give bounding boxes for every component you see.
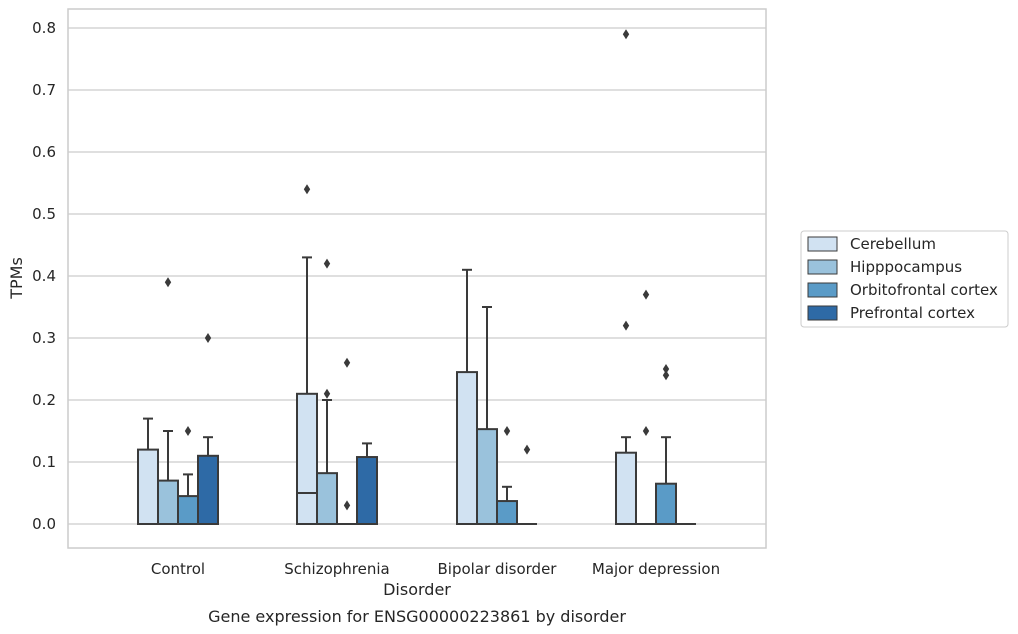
y-tick-label: 0.0 (32, 515, 56, 533)
box (197, 454, 219, 525)
box-prefrontal-cortex (197, 333, 219, 525)
x-axis-label: Disorder (383, 580, 451, 599)
y-tick-label: 0.7 (32, 81, 56, 99)
box (137, 448, 159, 526)
box-hipppocampus (316, 258, 338, 526)
plot-frame (67, 8, 767, 549)
box-hipppocampus (476, 306, 498, 526)
box (456, 371, 478, 525)
legend-label: Prefrontal cortex (850, 304, 975, 322)
box-cerebellum (456, 268, 478, 525)
x-tick-label: Major depression (592, 560, 720, 578)
legend-label: Orbitofrontal cortex (850, 281, 998, 299)
x-tick-labels: Control Schizophrenia Bipolar disorder Majo… (151, 560, 720, 578)
box-orbitofrontal-cortex (655, 364, 677, 526)
box (296, 392, 318, 525)
legend-label: Cerebellum (850, 235, 936, 253)
box (316, 472, 338, 526)
box-orbitofrontal-cortex (496, 426, 518, 525)
y-tick-label: 0.4 (32, 267, 56, 285)
legend-swatch (807, 305, 838, 321)
outlier-point (622, 29, 630, 40)
outlier-point (323, 258, 331, 269)
box-orbitofrontal-cortex (177, 426, 199, 526)
grid-lines (68, 27, 766, 525)
outlier-point (184, 426, 192, 436)
outlier-point (343, 357, 351, 368)
x-tick-label: Bipolar disorder (438, 560, 558, 578)
x-tick-label: Schizophrenia (284, 560, 389, 578)
box-cerebellum (296, 184, 318, 525)
legend-label: Hipppocampus (850, 258, 962, 276)
box (157, 479, 179, 526)
y-tick-label: 0.3 (32, 329, 56, 347)
outlier-point (503, 426, 511, 436)
outlier-point (642, 426, 650, 436)
legend: Cerebellum Hipppocampus Orbitofrontal cort… (800, 230, 1009, 328)
y-tick-labels: 0.0 0.1 0.2 0.3 0.4 0.5 0.6 0.7 0.8 (32, 19, 56, 533)
legend-swatch (807, 236, 838, 252)
box-plots (137, 29, 696, 526)
box-cerebellum (137, 417, 159, 526)
box (496, 500, 518, 525)
outlier-point (523, 444, 531, 455)
y-tick-label: 0.2 (32, 391, 56, 409)
y-tick-label: 0.6 (32, 143, 56, 161)
box (476, 428, 498, 526)
outlier-point (164, 277, 172, 288)
outlier-point (662, 364, 670, 374)
outlier-point (204, 333, 212, 343)
outlier-point (642, 289, 650, 300)
outlier-point (303, 184, 311, 195)
box-hipppocampus (636, 289, 656, 525)
y-tick-label: 0.1 (32, 453, 56, 471)
y-axis-label: TPMs (7, 257, 26, 300)
outlier-point (343, 500, 351, 511)
y-tick-label: 0.8 (32, 19, 56, 37)
legend-frame (800, 230, 1009, 328)
outlier-point (662, 370, 670, 381)
y-tick-label: 0.5 (32, 205, 56, 223)
chart-caption: Gene expression for ENSG00000223861 by d… (208, 607, 626, 626)
box-cerebellum (615, 29, 637, 526)
outlier-point (622, 320, 630, 331)
legend-swatch (807, 259, 838, 275)
box-prefrontal-cortex (356, 442, 378, 526)
box (655, 482, 677, 526)
box-prefrontal-cortex (517, 444, 537, 525)
outlier-point (323, 388, 331, 399)
legend-swatch (807, 282, 838, 298)
box (177, 495, 199, 526)
box-orbitofrontal-cortex (337, 357, 357, 525)
x-tick-label: Control (151, 560, 205, 578)
box (615, 451, 637, 526)
box (356, 456, 378, 526)
